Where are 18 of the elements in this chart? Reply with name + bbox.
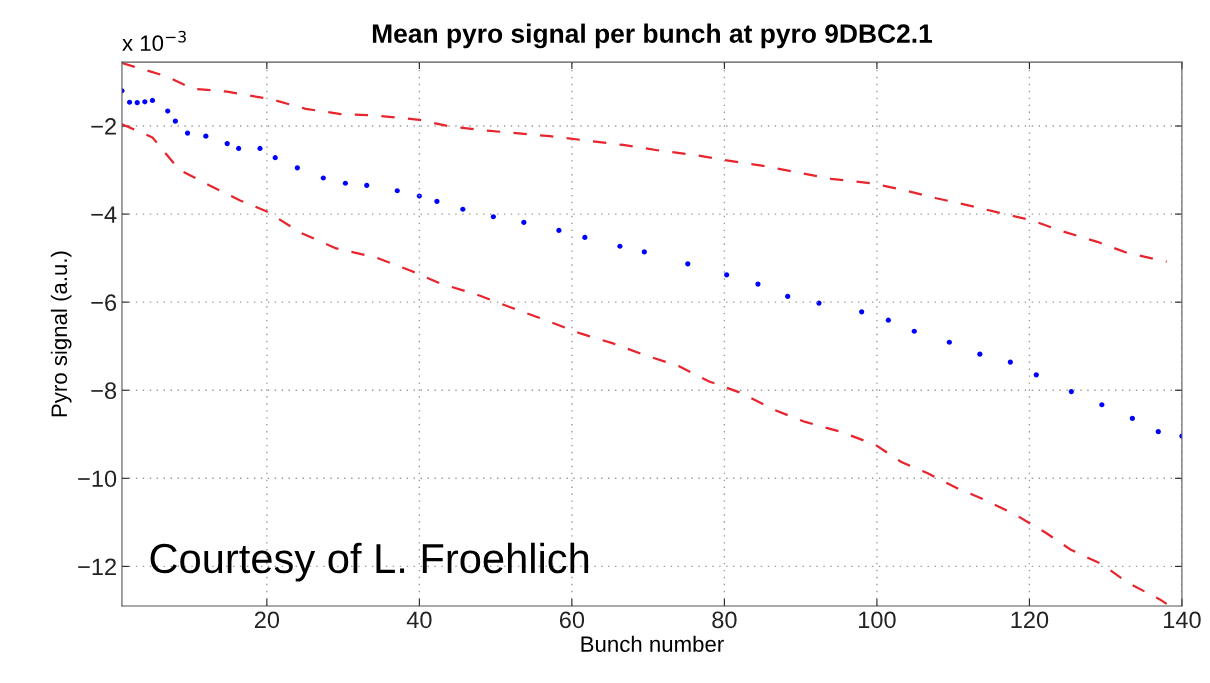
y-tick-label: −6 [91,294,117,311]
y-tick-label: −10 [78,470,117,488]
y-tick-label: −12 [78,558,116,575]
x-tick-label: 20 [254,611,280,629]
chart-title: Mean pyro signal per bunch at pyro 9DBC2.1 [372,23,933,49]
y-tick-label: −2 [91,118,116,135]
text: x 10$^{−3}$ [122,30,186,52]
y-tick-label: −8 [91,382,117,400]
annotation: Courtesy of L. Froehlich [150,542,589,582]
x-tick-label: 120 [1011,611,1049,629]
x-tick-label: 80 [712,611,737,629]
x-tick-label: 140 [1164,611,1201,629]
x-tick-label: 40 [406,611,432,629]
x-tick-label: 60 [559,611,585,629]
y-tick-label: −4 [91,206,117,223]
x-tick-label: 100 [859,611,896,629]
y-axis-title: Pyro signal (a.u.) [50,251,72,417]
x-axis-title: Bunch number [581,635,724,652]
